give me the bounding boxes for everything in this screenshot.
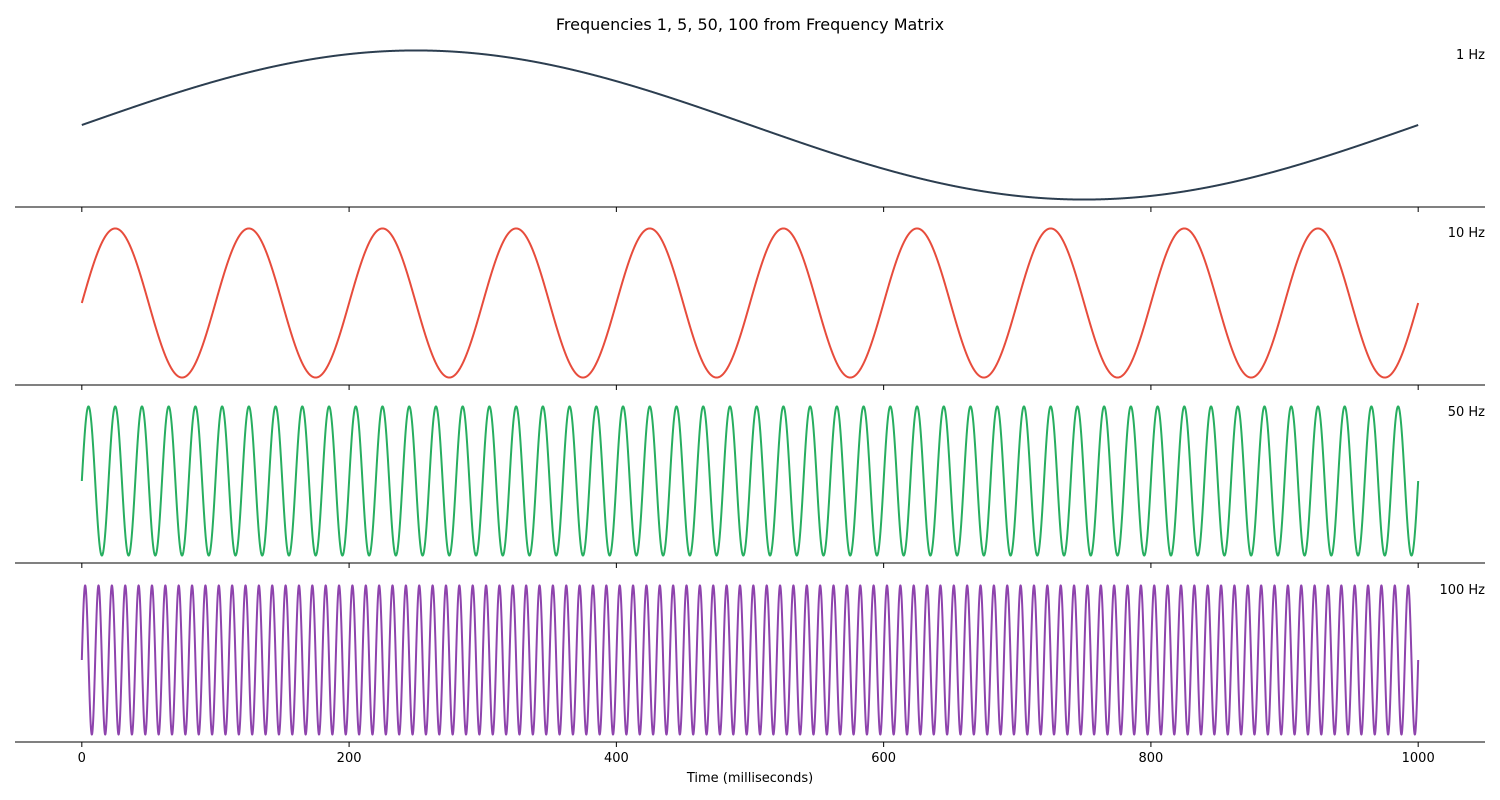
panel-4-ticks — [81, 742, 1419, 747]
series-label-2: 10 Hz — [1448, 226, 1485, 241]
panel-1: 1 Hz — [15, 48, 1485, 212]
series-line-2 — [80, 227, 1420, 379]
series-line-3 — [80, 405, 1420, 557]
x-tick-label: 200 — [337, 751, 362, 766]
panel-3-ticks — [81, 563, 1419, 568]
series-line-4 — [80, 584, 1420, 736]
series-label-3: 50 Hz — [1448, 405, 1485, 420]
x-tick-labels: 0 200 400 600 800 1000 — [78, 751, 1435, 766]
series-label-4: 100 Hz — [1439, 583, 1485, 598]
panel-2: 10 Hz — [15, 226, 1485, 390]
x-axis-label: Time (milliseconds) — [686, 771, 813, 786]
panel-1-ticks — [81, 207, 1419, 212]
x-tick-label: 0 — [78, 751, 86, 766]
x-tick-label: 400 — [604, 751, 629, 766]
series-line-1 — [81, 49, 1419, 201]
panel-3: 50 Hz — [15, 405, 1485, 568]
x-tick-label: 1000 — [1402, 751, 1435, 766]
panel-2-ticks — [81, 385, 1419, 390]
x-tick-label: 600 — [871, 751, 896, 766]
chart-title: Frequencies 1, 5, 50, 100 from Frequency… — [556, 15, 944, 34]
x-tick-label: 800 — [1138, 751, 1163, 766]
panel-4: 100 Hz 0 200 400 600 800 1000 — [15, 583, 1485, 766]
series-label-1: 1 Hz — [1456, 48, 1485, 63]
